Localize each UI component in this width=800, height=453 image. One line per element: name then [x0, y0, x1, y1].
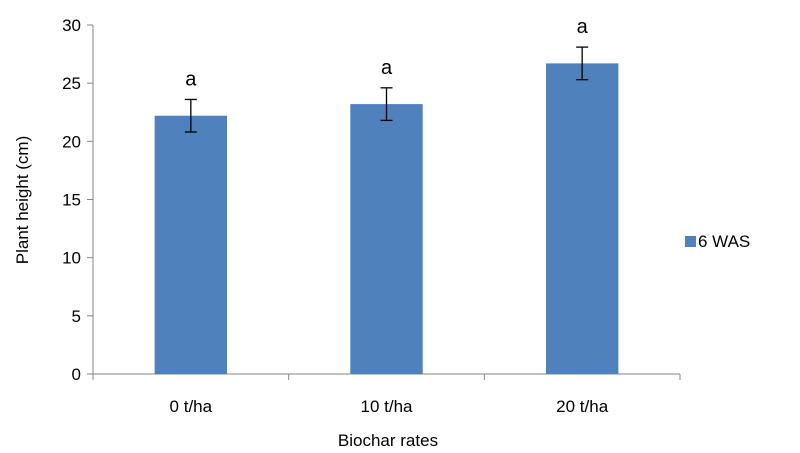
x-axis-title: Biochar rates [338, 431, 438, 450]
significance-label: a [381, 57, 393, 79]
y-axis-title: Plant height (cm) [13, 136, 32, 265]
significance-label: a [577, 16, 589, 38]
y-tick-label: 15 [62, 191, 81, 210]
x-axis: 0 t/ha 10 t/ha 20 t/ha [92, 373, 681, 416]
y-tick-label: 0 [72, 365, 81, 384]
x-tick-label: 20 t/ha [556, 397, 609, 416]
y-tick-label: 5 [72, 307, 81, 326]
legend: 6 WAS [685, 232, 750, 251]
y-tick-label: 25 [62, 74, 81, 93]
legend-swatch [685, 236, 696, 247]
y-axis: 0 5 10 15 20 25 30 [62, 16, 94, 384]
legend-label: 6 WAS [698, 232, 750, 251]
significance-label: a [185, 68, 197, 90]
y-tick-label: 30 [62, 16, 81, 35]
x-tick-label: 10 t/ha [361, 397, 414, 416]
bars: a a a [154, 16, 619, 375]
x-tick-label: 0 t/ha [170, 397, 213, 416]
bar [545, 63, 619, 374]
y-tick-label: 20 [62, 132, 81, 151]
bar [154, 115, 228, 375]
y-tick-label: 10 [62, 249, 81, 268]
bar [350, 104, 423, 375]
